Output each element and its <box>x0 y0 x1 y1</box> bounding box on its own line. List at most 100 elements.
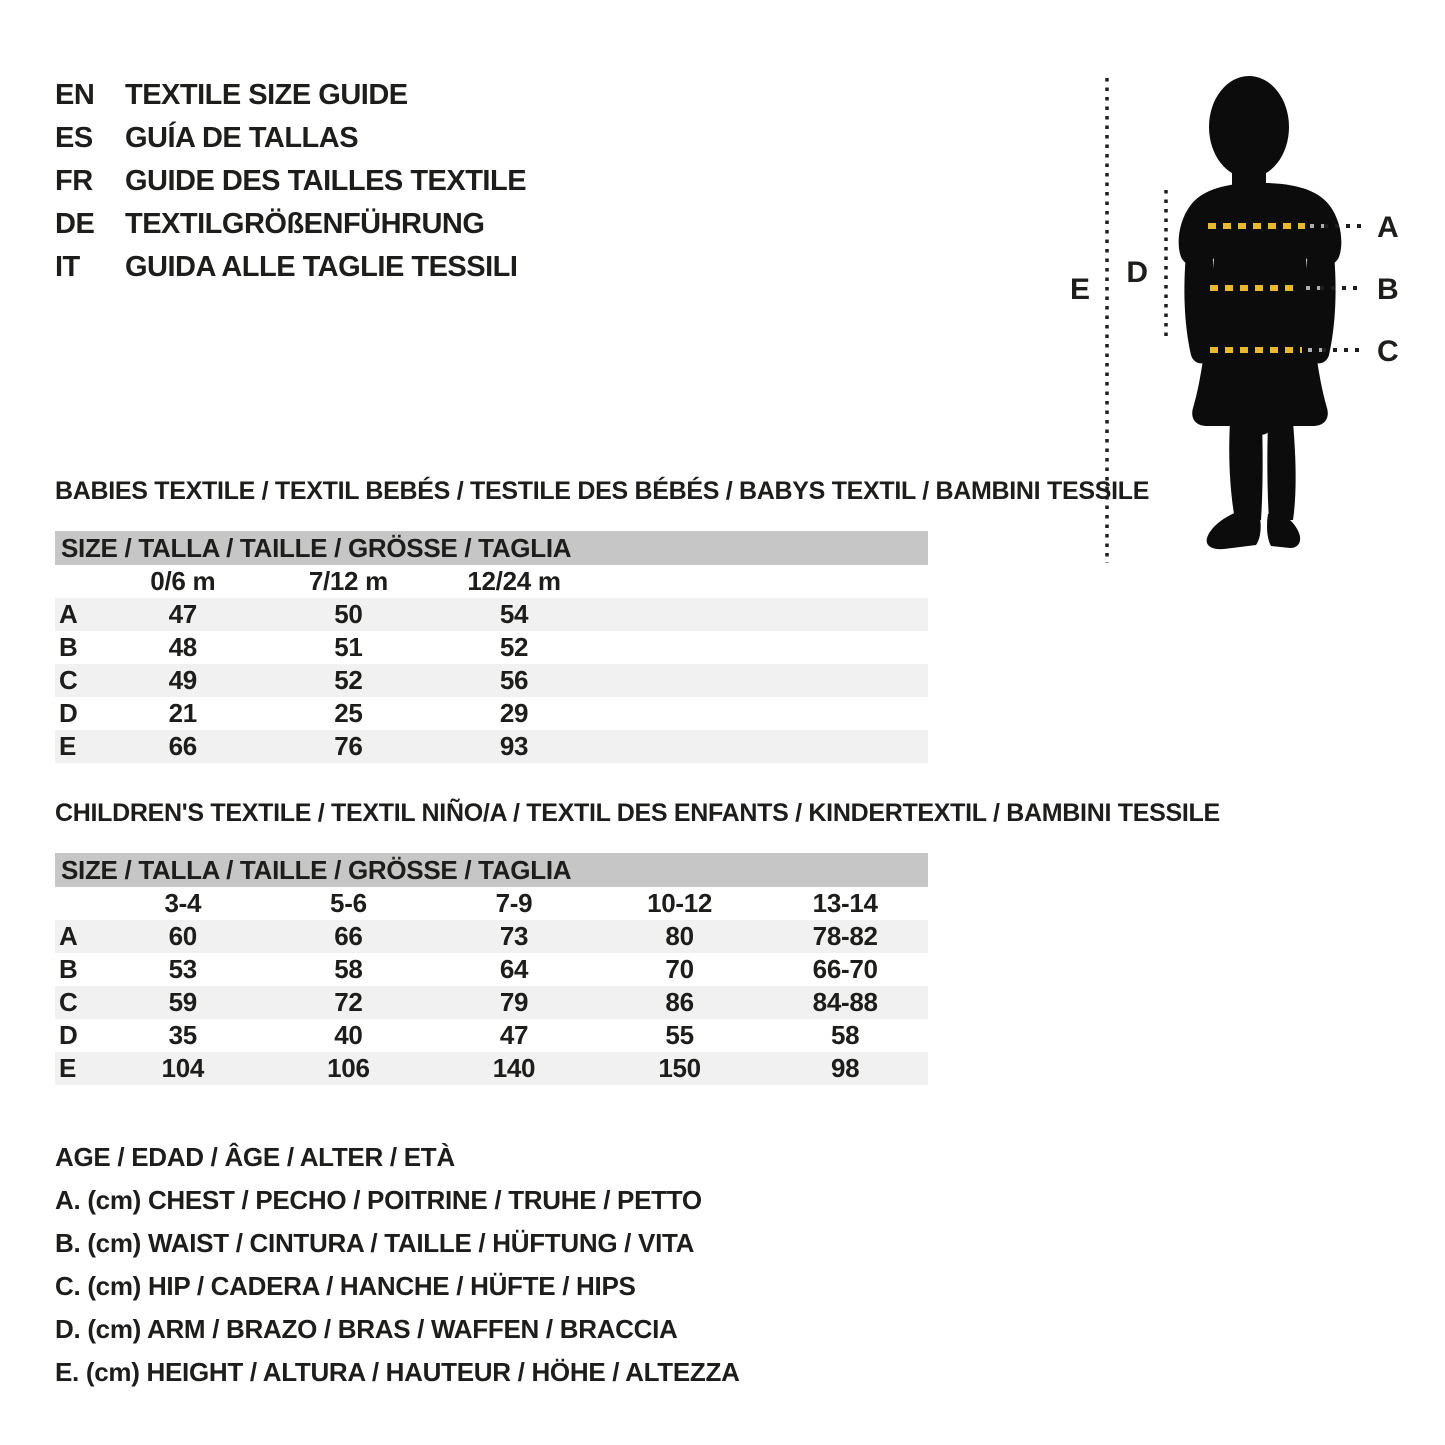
column-header: 5-6 <box>330 888 367 918</box>
size-value: 72 <box>334 987 363 1017</box>
size-value: 47 <box>168 599 198 629</box>
size-value: 70 <box>665 954 694 984</box>
language-code: EN <box>55 79 95 111</box>
size-value: 35 <box>168 1020 198 1050</box>
size-value: 79 <box>499 987 529 1017</box>
legend-line-hip: C. (cm) HIP / CADERA / HANCHE / HÜFTE / … <box>55 1271 636 1301</box>
table-row: E 66 76 93 <box>55 730 928 763</box>
size-value: 21 <box>168 698 198 728</box>
size-value: 64 <box>499 954 529 984</box>
row-label: D <box>59 698 78 728</box>
language-code: ES <box>55 122 93 154</box>
column-header: 13-14 <box>812 888 878 918</box>
size-value: 52 <box>334 665 363 695</box>
size-value: 98 <box>831 1053 860 1083</box>
column-header: 3-4 <box>164 888 202 918</box>
table-row: A 47 50 54 <box>55 598 928 631</box>
column-header-row: 3-4 5-6 7-9 10-12 13-14 <box>55 887 928 920</box>
legend-line-arm: D. (cm) ARM / BRAZO / BRAS / WAFFEN / BR… <box>55 1314 678 1344</box>
size-value: 49 <box>168 665 198 695</box>
language-row: EN TEXTILE SIZE GUIDE <box>55 74 526 117</box>
figure-label-b: B <box>1377 273 1399 306</box>
figure-label-a: A <box>1377 211 1399 244</box>
size-header-bar: SIZE / TALLA / TAILLE / GRÖSSE / TAGLIA <box>55 853 928 887</box>
size-value: 76 <box>334 731 363 761</box>
size-value: 58 <box>831 1020 860 1050</box>
column-header-row: 0/6 m 7/12 m 12/24 m <box>55 565 928 598</box>
table-row: B 53 58 64 70 66-70 <box>55 953 928 986</box>
babies-section-title: BABIES TEXTILE / TEXTIL BEBÉS / TESTILE … <box>55 477 1150 505</box>
row-label: C <box>59 987 78 1017</box>
language-row: DE TEXTILGRÖßENFÜHRUNG <box>55 203 526 246</box>
guide-title-de: TEXTILGRÖßENFÜHRUNG <box>125 208 485 240</box>
size-value: 25 <box>334 698 363 728</box>
column-header: 7-9 <box>495 888 533 918</box>
size-value: 140 <box>492 1053 536 1083</box>
legend-line-chest: A. (cm) CHEST / PECHO / POITRINE / TRUHE… <box>55 1185 702 1215</box>
size-value: 80 <box>665 921 694 951</box>
language-row: IT GUIDA ALLE TAGLIE TESSILI <box>55 246 526 289</box>
table-row: E 104 106 140 150 98 <box>55 1052 928 1085</box>
column-header: 0/6 m <box>150 566 216 596</box>
language-code: IT <box>55 251 80 283</box>
column-header: 10-12 <box>647 888 713 918</box>
table-row: D 35 40 47 55 58 <box>55 1019 928 1052</box>
column-header: 12/24 m <box>467 566 561 596</box>
row-label: A <box>59 921 78 951</box>
size-value: 84-88 <box>812 987 878 1017</box>
size-value: 53 <box>168 954 198 984</box>
column-header: 7/12 m <box>308 566 388 596</box>
size-value: 40 <box>334 1020 363 1050</box>
size-value: 78-82 <box>812 921 878 951</box>
children-section-title: CHILDREN'S TEXTILE / TEXTIL NIÑO/A / TEX… <box>55 799 1220 827</box>
size-value: 58 <box>334 954 363 984</box>
legend-line-height: E. (cm) HEIGHT / ALTURA / HAUTEUR / HÖHE… <box>55 1357 740 1387</box>
table-row: C 59 72 79 86 84-88 <box>55 986 928 1019</box>
table-row: D 21 25 29 <box>55 697 928 730</box>
size-value: 55 <box>665 1020 694 1050</box>
size-value: 51 <box>334 632 363 662</box>
language-code: DE <box>55 208 95 240</box>
size-value: 29 <box>499 698 529 728</box>
size-value: 50 <box>334 599 363 629</box>
table-row: B 48 51 52 <box>55 631 928 664</box>
size-value: 73 <box>499 921 529 951</box>
size-value: 86 <box>665 987 694 1017</box>
language-code: FR <box>55 165 93 197</box>
table-row: C 49 52 56 <box>55 664 928 697</box>
size-value: 104 <box>161 1053 205 1083</box>
size-value: 93 <box>499 731 529 761</box>
language-row: ES GUÍA DE TALLAS <box>55 117 526 160</box>
figure-label-d: D <box>1126 256 1148 289</box>
row-label: A <box>59 599 78 629</box>
guide-title-es: GUÍA DE TALLAS <box>125 122 359 154</box>
guide-title-fr: GUIDE DES TAILLES TEXTILE <box>125 165 527 197</box>
legend-line-age: AGE / EDAD / ÂGE / ALTER / ETÀ <box>55 1142 455 1172</box>
row-label: E <box>59 1053 77 1083</box>
table-row: A 60 66 73 80 78-82 <box>55 920 928 953</box>
figure-label-e: E <box>1070 273 1090 306</box>
size-header-bar: SIZE / TALLA / TAILLE / GRÖSSE / TAGLIA <box>55 531 928 565</box>
size-value: 47 <box>499 1020 529 1050</box>
child-silhouette-icon <box>1178 76 1342 550</box>
size-value: 54 <box>499 599 529 629</box>
figure-label-c: C <box>1377 335 1399 368</box>
size-value: 66 <box>168 731 198 761</box>
size-value: 48 <box>168 632 198 662</box>
measurement-legend: AGE / EDAD / ÂGE / ALTER / ETÀ A. (cm) C… <box>55 1136 740 1394</box>
size-value: 150 <box>658 1053 701 1083</box>
size-value: 56 <box>499 665 529 695</box>
measurement-figure: A B C D E <box>1055 60 1445 580</box>
size-value: 52 <box>499 632 529 662</box>
size-value: 106 <box>327 1053 370 1083</box>
size-value: 66-70 <box>812 954 878 984</box>
language-header-block: EN TEXTILE SIZE GUIDE ES GUÍA DE TALLAS … <box>55 74 527 289</box>
guide-title-it: GUIDA ALLE TAGLIE TESSILI <box>125 251 518 283</box>
legend-line-waist: B. (cm) WAIST / CINTURA / TAILLE / HÜFTU… <box>55 1228 695 1258</box>
row-label: B <box>59 632 78 662</box>
children-size-table: SIZE / TALLA / TAILLE / GRÖSSE / TAGLIA … <box>55 853 928 1085</box>
babies-size-table: SIZE / TALLA / TAILLE / GRÖSSE / TAGLIA … <box>55 531 928 763</box>
size-value: 66 <box>334 921 363 951</box>
guide-title-en: TEXTILE SIZE GUIDE <box>125 79 408 111</box>
